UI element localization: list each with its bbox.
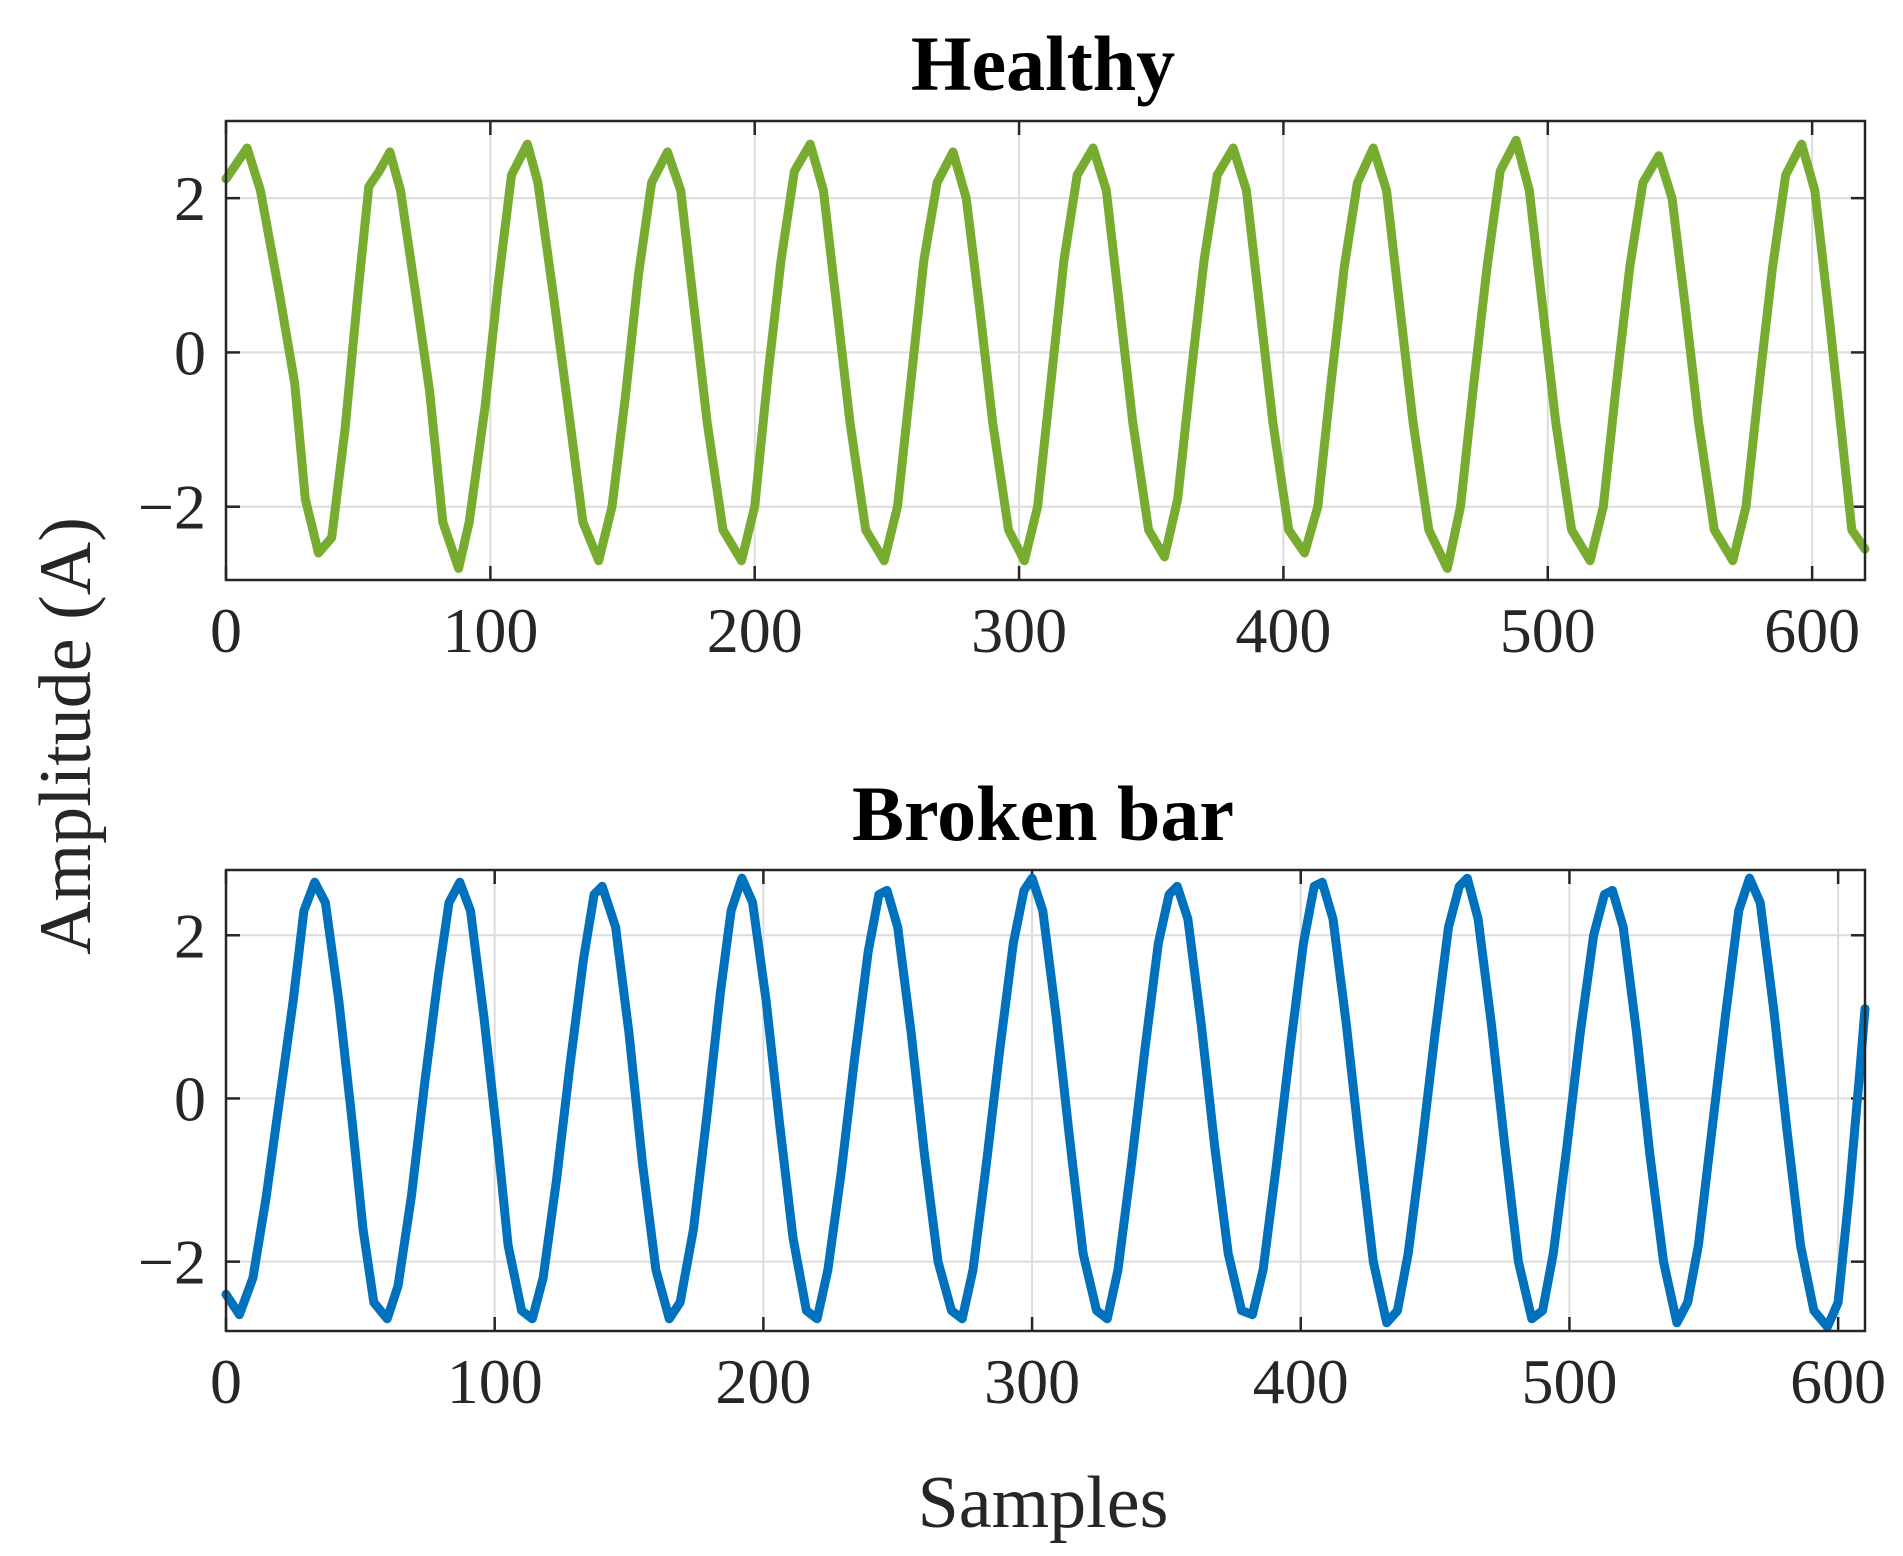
y-axis-label: Amplitude (A) <box>25 517 107 955</box>
broken-bar-xtick-label: 200 <box>715 1346 811 1417</box>
healthy-chart-title: Healthy <box>911 20 1175 107</box>
healthy-series-line <box>221 135 1870 573</box>
broken-bar-ytick-label: 0 <box>174 1063 206 1134</box>
healthy-chart: Healthy 0 100 200 300 400 500 600−202 <box>138 20 1870 666</box>
broken-bar-xtick-label: 600 <box>1790 1346 1886 1417</box>
broken-bar-chart: Broken bar 0 100 200 300 400 500 600−202 <box>138 770 1886 1417</box>
healthy-plot-frame <box>224 119 1867 582</box>
healthy-xtick-label: 0 <box>210 595 242 666</box>
healthy-xtick-label: 500 <box>1500 595 1596 666</box>
healthy-xtick-label: 100 <box>442 595 538 666</box>
broken-bar-xtick-label: 100 <box>447 1346 543 1417</box>
x-axis-label: Samples <box>918 1462 1169 1544</box>
healthy-ytick-label: 0 <box>174 317 206 388</box>
healthy-xtick-label: 200 <box>707 595 803 666</box>
broken-bar-xtick-label: 500 <box>1521 1346 1617 1417</box>
healthy-ytick-label: −2 <box>138 472 206 543</box>
broken-bar-series-line <box>221 873 1870 1332</box>
healthy-ytick-label: 2 <box>174 163 206 234</box>
broken-bar-xtick-label: 300 <box>984 1346 1080 1417</box>
broken-bar-chart-title: Broken bar <box>852 770 1234 857</box>
healthy-xtick-label: 600 <box>1764 595 1860 666</box>
broken-bar-ytick-label: 2 <box>174 900 206 971</box>
broken-bar-plot-frame <box>224 868 1867 1333</box>
healthy-xtick-label: 300 <box>971 595 1067 666</box>
broken-bar-xtick-label: 400 <box>1253 1346 1349 1417</box>
broken-bar-xtick-label: 0 <box>210 1346 242 1417</box>
healthy-xtick-label: 400 <box>1235 595 1331 666</box>
broken-bar-ytick-label: −2 <box>138 1227 206 1298</box>
